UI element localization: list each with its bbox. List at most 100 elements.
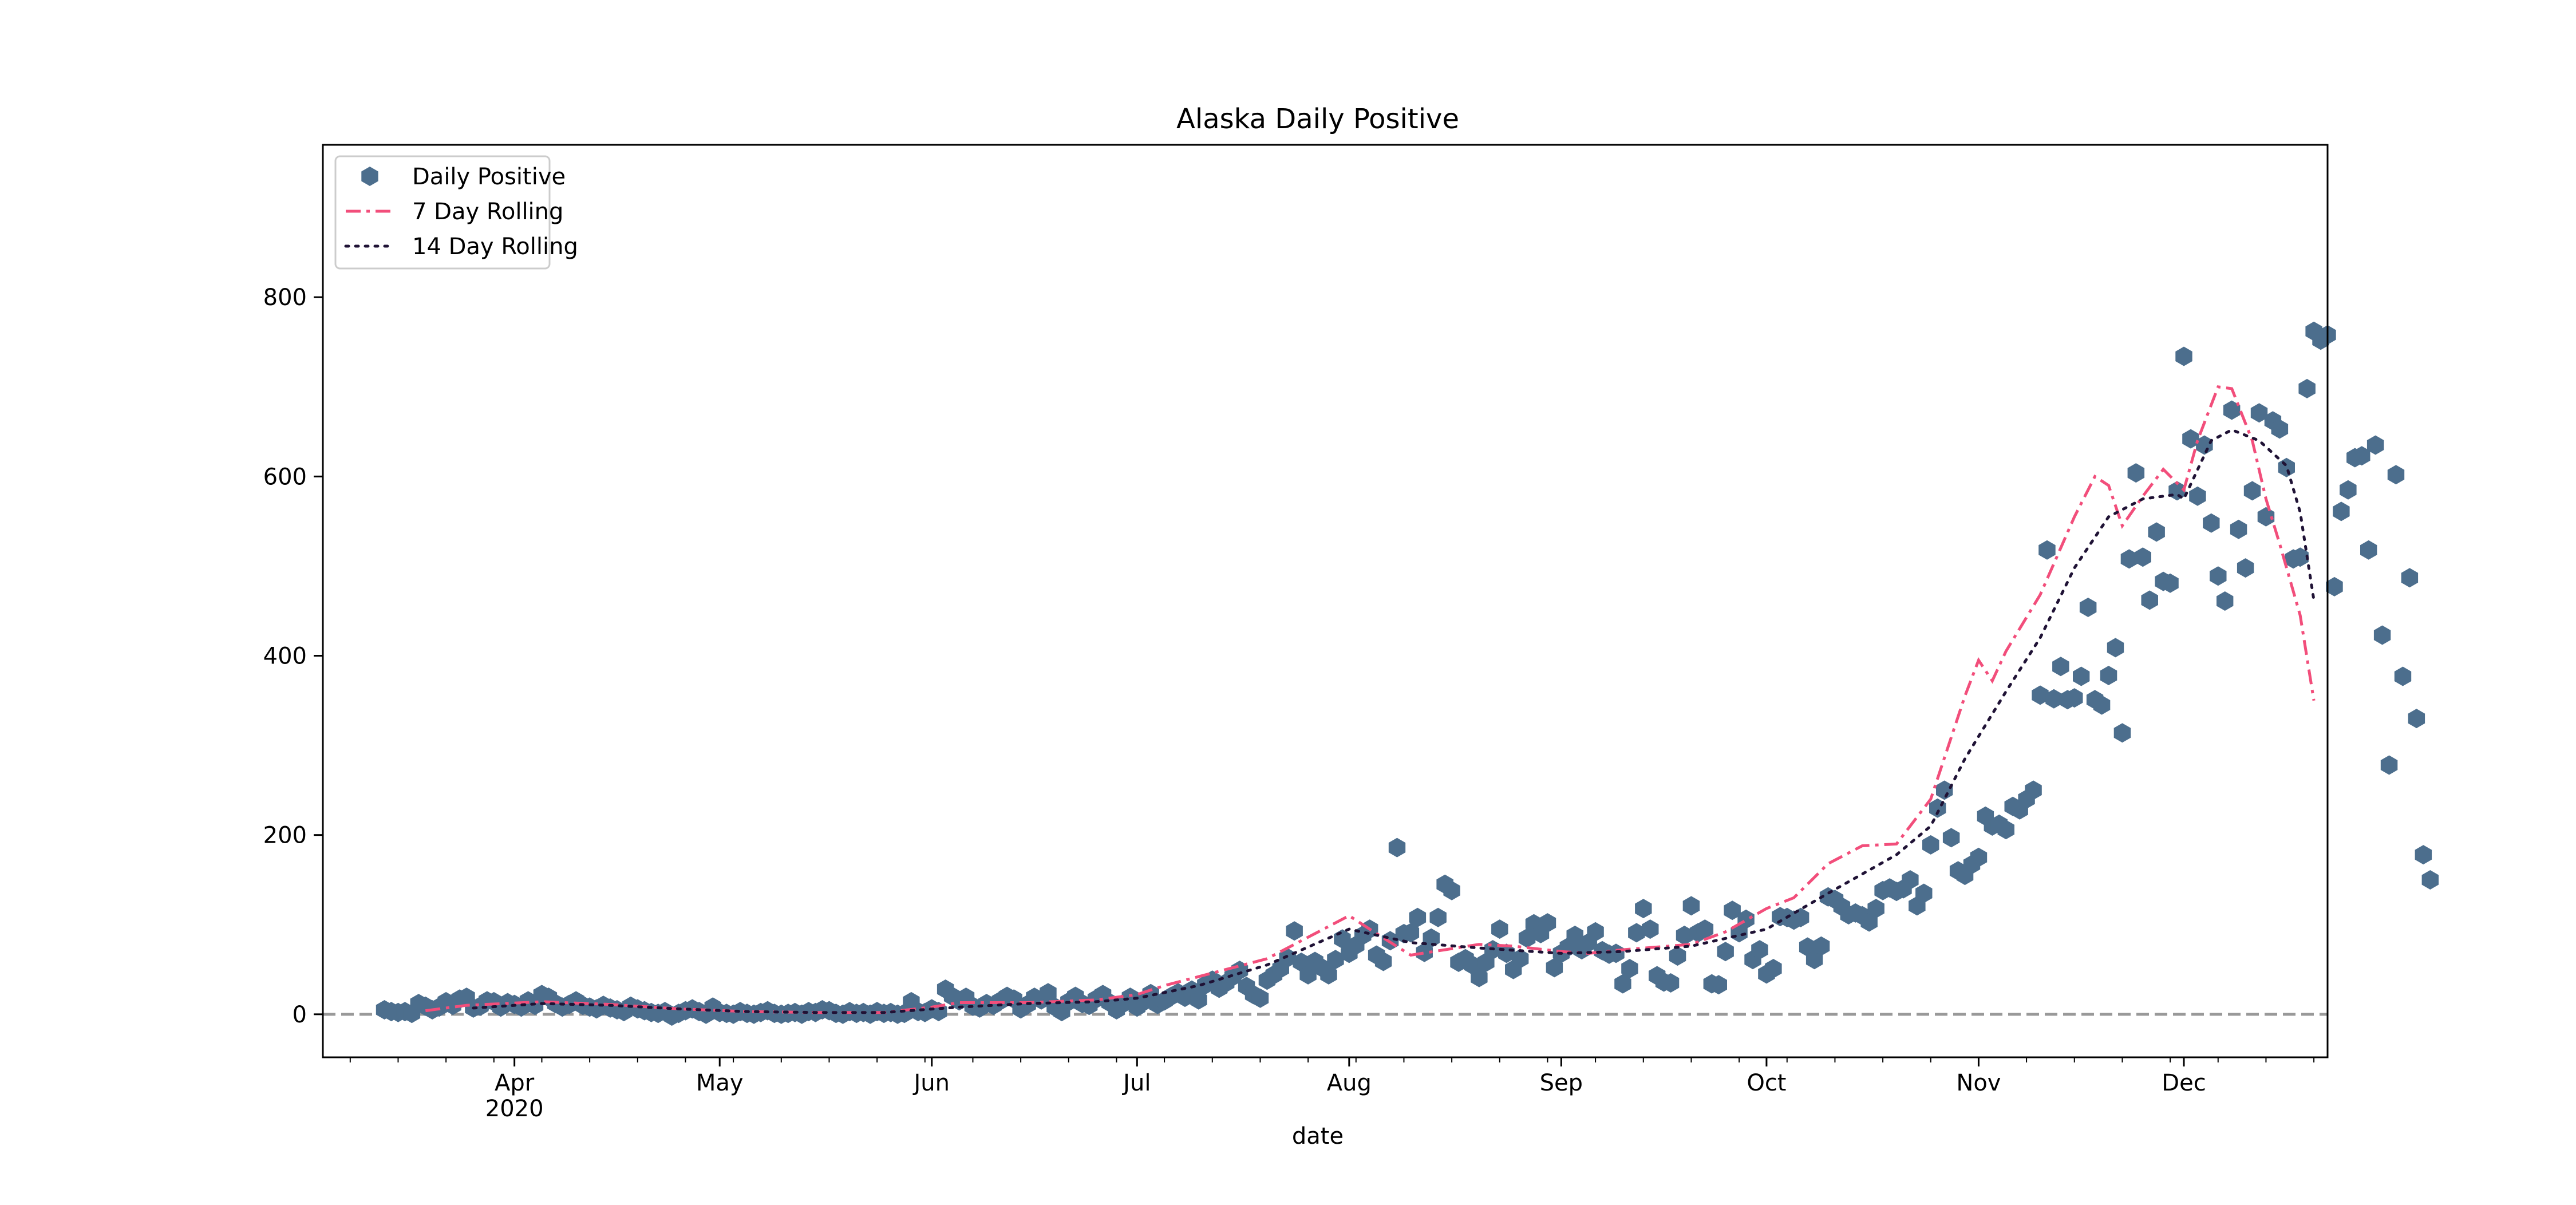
data-point-daily-positive: [1320, 965, 1337, 985]
data-point-daily-positive: [2038, 540, 2056, 560]
x-tick-label: Nov: [1956, 1070, 2001, 1096]
data-point-daily-positive: [1402, 923, 1420, 943]
data-point-daily-positive: [2401, 568, 2419, 588]
data-point-daily-positive: [2340, 480, 2357, 500]
data-point-daily-positive: [2223, 400, 2241, 420]
data-point-daily-positive: [2134, 547, 2151, 567]
data-point-daily-positive: [2175, 346, 2192, 366]
data-point-daily-positive: [1388, 837, 1406, 858]
data-point-daily-positive: [2073, 666, 2090, 686]
data-point-daily-positive: [2333, 501, 2350, 521]
data-point-daily-positive: [2141, 590, 2158, 610]
data-point-daily-positive: [1867, 899, 1884, 919]
data-point-daily-positive: [1409, 907, 1427, 927]
data-point-daily-positive: [1902, 870, 1919, 890]
x-tick-label: May: [696, 1070, 744, 1096]
data-point-daily-positive: [2366, 435, 2384, 455]
legend-label: 7 Day Rolling: [412, 199, 563, 225]
data-point-daily-positive: [1751, 940, 1768, 960]
data-point-daily-positive: [2421, 870, 2439, 890]
data-point-daily-positive: [2250, 403, 2268, 423]
data-point-daily-positive: [1936, 780, 1953, 800]
data-point-daily-positive: [2032, 685, 2049, 705]
y-tick-label: 0: [293, 1002, 307, 1028]
y-tick-label: 800: [263, 285, 307, 311]
data-point-daily-positive: [1327, 950, 1344, 970]
data-point-daily-positive: [1546, 958, 1563, 978]
y-tick-label: 200: [263, 823, 307, 849]
x-tick-label: Aug: [1327, 1070, 1372, 1096]
x-tick-label: Apr: [495, 1070, 535, 1096]
data-point-daily-positive: [1190, 990, 1207, 1010]
legend-box: [334, 155, 551, 270]
data-point-daily-positive: [1724, 900, 1741, 920]
x-tick-label: Sep: [1540, 1070, 1583, 1096]
data-point-daily-positive: [1491, 919, 1508, 939]
x-tick-label: Jun: [912, 1070, 950, 1096]
data-point-daily-positive: [1539, 913, 1556, 933]
series-line-7-day-rolling: [425, 385, 2316, 1014]
data-point-daily-positive: [2148, 522, 2165, 542]
data-point-daily-positive: [1717, 942, 1734, 962]
data-point-daily-positive: [2298, 378, 2316, 398]
chart-title: Alaska Daily Positive: [1176, 103, 1459, 135]
data-point-daily-positive: [1635, 899, 1652, 919]
data-point-daily-positive: [2360, 540, 2377, 560]
data-point-daily-positive: [1765, 959, 1782, 978]
data-point-daily-positive: [1812, 936, 1830, 956]
data-point-daily-positive: [2127, 463, 2145, 483]
data-point-daily-positive: [2415, 845, 2432, 865]
data-point-daily-positive: [2045, 689, 2063, 709]
data-point-daily-positive: [1614, 974, 1631, 994]
data-point-daily-positive: [2380, 755, 2398, 775]
data-point-daily-positive: [1669, 946, 1686, 966]
x-tick-label: Jul: [1121, 1070, 1151, 1096]
data-point-daily-positive: [2203, 513, 2220, 533]
data-point-daily-positive: [2291, 547, 2309, 567]
data-point-daily-positive: [2326, 576, 2343, 596]
x-tick-label: Oct: [1747, 1070, 1786, 1096]
data-point-daily-positive: [1587, 922, 1604, 942]
data-point-daily-positive: [1915, 883, 1933, 903]
data-point-daily-positive: [2196, 435, 2213, 455]
data-point-daily-positive: [1970, 847, 1988, 867]
x-tick-sublabel: 2020: [485, 1096, 544, 1122]
data-point-daily-positive: [1251, 988, 1269, 1008]
data-point-daily-positive: [2373, 625, 2391, 645]
data-point-daily-positive: [2100, 666, 2117, 685]
data-point-daily-positive: [2093, 695, 2111, 715]
legend-marker-daily-positive: [361, 167, 378, 186]
data-point-daily-positive: [2387, 465, 2405, 485]
data-point-daily-positive: [2408, 709, 2425, 729]
data-point-daily-positive: [1860, 912, 1878, 932]
data-point-daily-positive: [1682, 896, 1700, 916]
data-point-daily-positive: [2079, 598, 2097, 617]
y-tick-label: 600: [263, 464, 307, 490]
plot-area: [323, 321, 2439, 1026]
data-point-daily-positive: [1805, 950, 1823, 970]
data-point-daily-positive: [1696, 919, 1714, 939]
data-point-daily-positive: [1286, 921, 1303, 941]
data-point-daily-positive: [2107, 638, 2124, 658]
x-axis-title: date: [1292, 1123, 1344, 1149]
data-point-daily-positive: [1231, 961, 1249, 981]
legend-label: Daily Positive: [412, 164, 566, 190]
y-tick-label: 400: [263, 643, 307, 670]
data-point-daily-positive: [1676, 926, 1693, 945]
data-point-daily-positive: [1040, 983, 1057, 1003]
plot-frame: [322, 144, 2329, 1058]
data-point-daily-positive: [1471, 967, 1488, 987]
data-point-daily-positive: [2353, 446, 2370, 466]
data-point-daily-positive: [2230, 519, 2247, 539]
data-point-daily-positive: [2394, 666, 2412, 686]
legend: Daily Positive 7 Day Rolling 14 Day Rollin…: [334, 155, 578, 270]
data-point-daily-positive: [2237, 558, 2254, 578]
data-point-daily-positive: [2271, 419, 2289, 439]
data-point-daily-positive: [2025, 780, 2042, 800]
data-point-daily-positive: [1710, 975, 1727, 995]
data-point-daily-positive: [2120, 549, 2138, 569]
data-point-daily-positive: [1942, 828, 1960, 848]
